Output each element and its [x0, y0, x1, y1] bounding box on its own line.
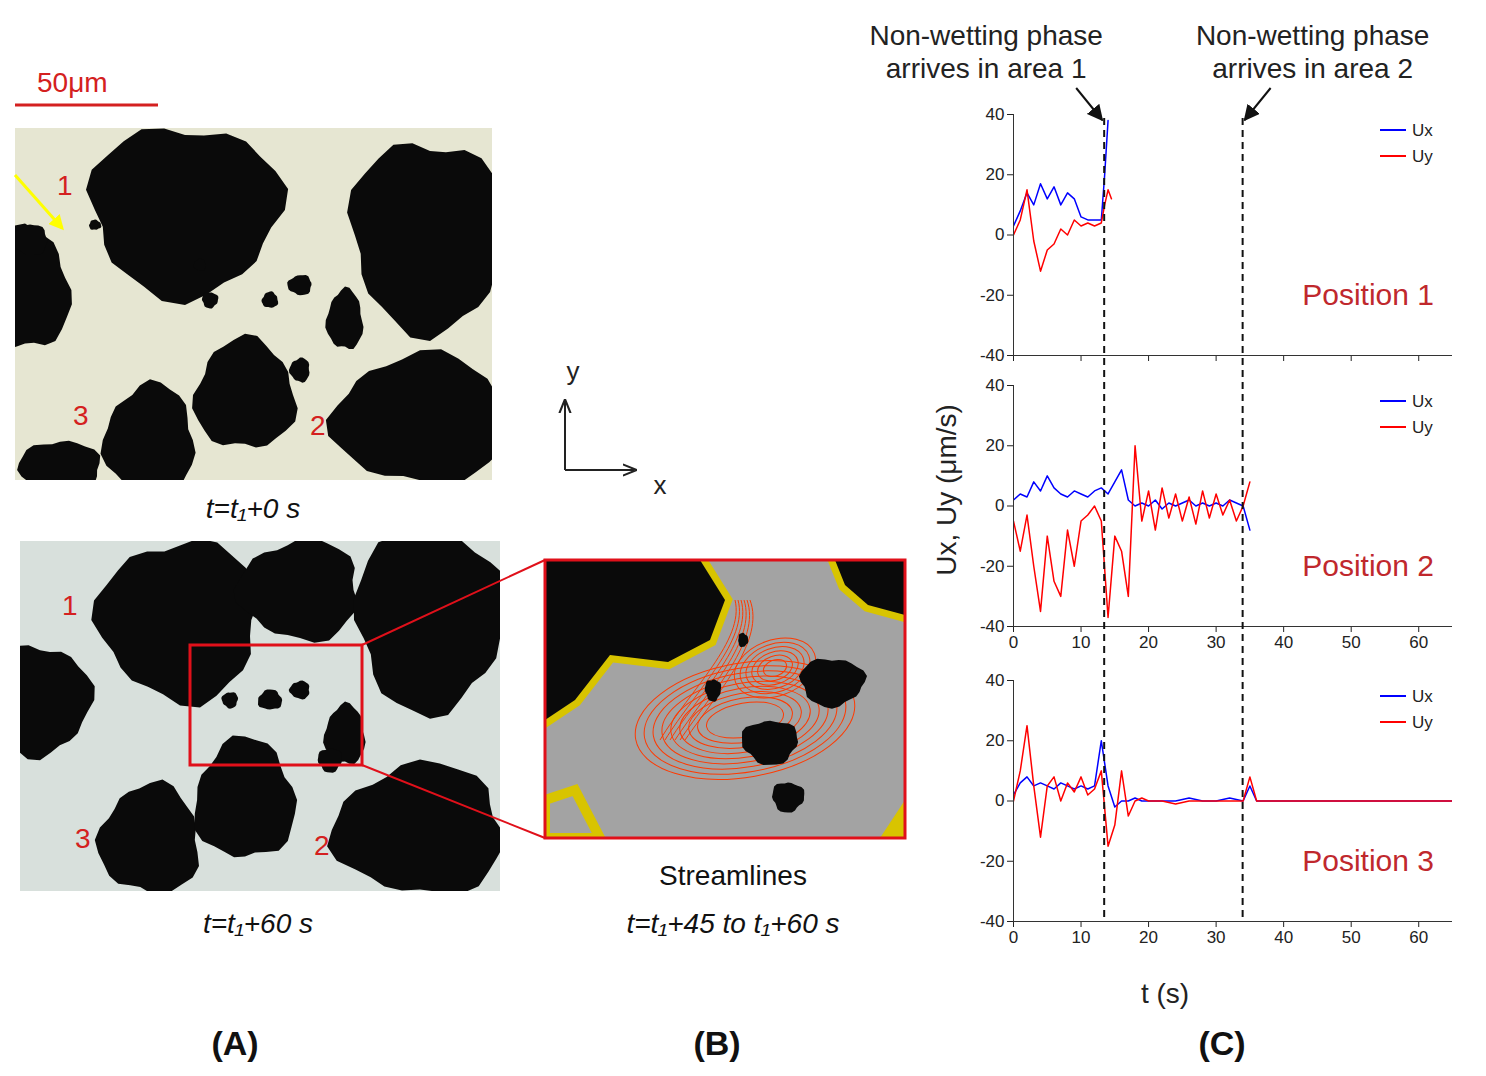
svg-text:Position 3: Position 3: [1302, 844, 1434, 877]
svg-text:-40: -40: [980, 346, 1005, 365]
svg-text:50: 50: [1342, 928, 1361, 947]
svg-text:(B): (B): [693, 1024, 740, 1062]
svg-text:Position 2: Position 2: [1302, 549, 1434, 582]
svg-text:-40: -40: [980, 617, 1005, 636]
svg-text:Ux: Ux: [1412, 392, 1433, 411]
svg-text:10: 10: [1072, 928, 1091, 947]
svg-text:Ux: Ux: [1412, 121, 1433, 140]
svg-text:Uy: Uy: [1412, 713, 1433, 732]
svg-text:0: 0: [995, 791, 1004, 810]
svg-text:0: 0: [995, 496, 1004, 515]
svg-text:t=t₁+60 s: t=t₁+60 s: [203, 908, 313, 939]
svg-text:Ux: Ux: [1412, 687, 1433, 706]
svg-text:40: 40: [986, 105, 1005, 124]
svg-text:Position 1: Position 1: [1302, 278, 1434, 311]
svg-text:0: 0: [1009, 928, 1018, 947]
svg-text:2: 2: [310, 410, 326, 441]
svg-text:y: y: [567, 356, 580, 386]
svg-text:-20: -20: [980, 852, 1005, 871]
svg-text:60: 60: [1409, 633, 1428, 652]
svg-text:x: x: [654, 470, 667, 500]
svg-text:-20: -20: [980, 557, 1005, 576]
svg-text:(A): (A): [211, 1024, 258, 1062]
svg-text:20: 20: [986, 436, 1005, 455]
svg-text:Uy: Uy: [1412, 418, 1433, 437]
svg-text:30: 30: [1207, 928, 1226, 947]
svg-text:50: 50: [1342, 633, 1361, 652]
svg-text:Streamlines: Streamlines: [659, 860, 807, 891]
svg-text:arrives in area 2: arrives in area 2: [1212, 53, 1413, 84]
svg-text:Non-wetting phase: Non-wetting phase: [1196, 20, 1429, 51]
svg-text:20: 20: [1139, 633, 1158, 652]
svg-text:Uy: Uy: [1412, 147, 1433, 166]
svg-text:Non-wetting phase: Non-wetting phase: [869, 20, 1102, 51]
svg-text:1: 1: [57, 170, 73, 201]
svg-text:arrives in area 1: arrives in area 1: [886, 53, 1087, 84]
svg-text:t=t₁+45 to t₁+60 s: t=t₁+45 to t₁+60 s: [626, 908, 839, 939]
svg-text:(C): (C): [1198, 1024, 1245, 1062]
svg-text:Ux, Uy (μm/s): Ux, Uy (μm/s): [931, 404, 962, 576]
svg-text:3: 3: [75, 823, 91, 854]
svg-text:0: 0: [1009, 633, 1018, 652]
svg-text:20: 20: [986, 165, 1005, 184]
svg-text:60: 60: [1409, 928, 1428, 947]
svg-text:3: 3: [73, 400, 89, 431]
svg-text:40: 40: [986, 376, 1005, 395]
svg-text:20: 20: [986, 731, 1005, 750]
svg-text:-20: -20: [980, 286, 1005, 305]
svg-text:50μm: 50μm: [37, 67, 108, 98]
svg-text:-40: -40: [980, 912, 1005, 931]
svg-text:40: 40: [986, 671, 1005, 690]
svg-text:1: 1: [62, 590, 78, 621]
svg-text:2: 2: [314, 830, 330, 861]
svg-text:40: 40: [1274, 928, 1293, 947]
svg-text:10: 10: [1072, 633, 1091, 652]
svg-text:0: 0: [995, 225, 1004, 244]
svg-text:t=t₁+0 s: t=t₁+0 s: [206, 493, 300, 524]
svg-text:20: 20: [1139, 928, 1158, 947]
svg-text:30: 30: [1207, 633, 1226, 652]
svg-text:t (s): t (s): [1141, 978, 1189, 1009]
svg-text:40: 40: [1274, 633, 1293, 652]
